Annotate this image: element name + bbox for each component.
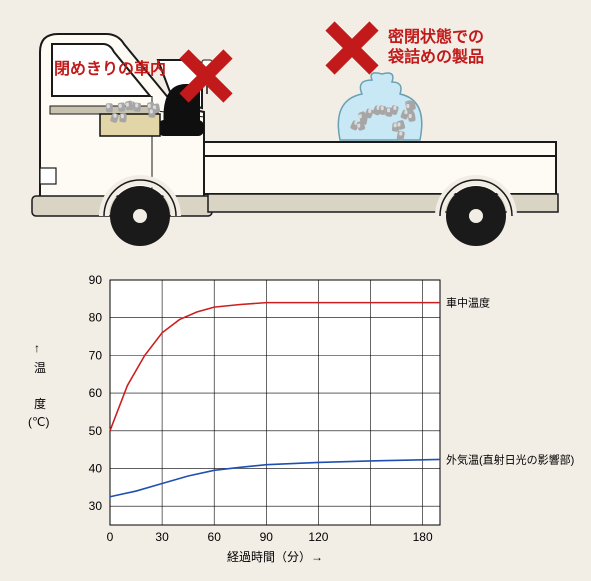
y-arrow: ↑: [34, 341, 40, 355]
x-tick: 0: [107, 530, 114, 544]
y-tick: 40: [89, 461, 103, 475]
temperature-chart: 0 30 60 90 120 180 30 40 50 60 70 80 90 車中温度外気温(直射日光の…: [28, 273, 574, 564]
series-label-outside: 外気温(直射日光の影響部): [446, 452, 574, 466]
y-tick: 30: [89, 499, 103, 513]
x-tick: 60: [208, 530, 222, 544]
x-tick: 90: [260, 530, 274, 544]
x-tick: 120: [308, 530, 328, 544]
series-label-in_car: 車中温度: [446, 296, 490, 310]
annotation-bed-1: 密閉状態での: [387, 27, 484, 46]
x-title: 経過時間（分）→: [227, 550, 323, 564]
annotation-cabin: 閉めきりの車内: [54, 59, 166, 78]
x-tick: 180: [413, 530, 433, 544]
y-title-1: 温: [34, 361, 46, 375]
figure: 閉めきりの車内 密閉状態での袋詰めの製品 0 30 60 90 120 180 30 40 50 60…: [0, 0, 591, 581]
truck-diagram: 閉めきりの車内 密閉状態での袋詰めの製品: [32, 26, 558, 246]
y-tick: 70: [89, 348, 103, 362]
y-tick: 60: [89, 386, 103, 400]
y-tick: 50: [89, 424, 103, 438]
y-tick: 80: [89, 311, 103, 325]
x-tick: 30: [155, 530, 169, 544]
y-unit: (℃): [28, 415, 49, 429]
y-title-2: 度: [34, 396, 46, 411]
annotation-bed-2: 袋詰めの製品: [387, 47, 484, 66]
y-tick: 90: [89, 273, 103, 287]
